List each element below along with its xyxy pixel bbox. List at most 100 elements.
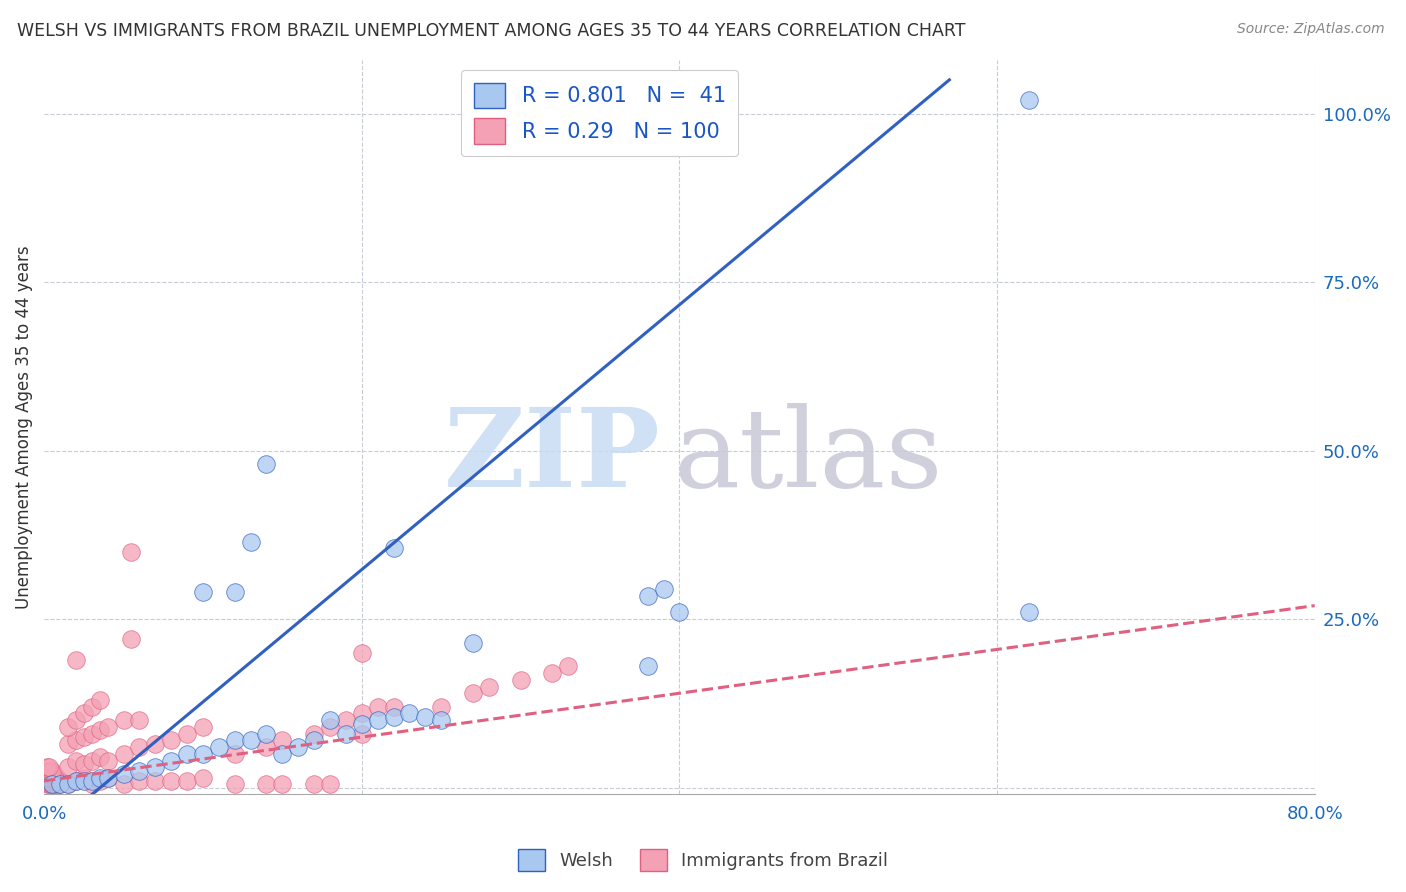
Point: [208, 740, 231, 755]
Point: [73, 730, 96, 744]
Point: [367, 713, 389, 727]
Point: [350, 716, 373, 731]
Point: [41, 777, 63, 791]
Point: [239, 534, 262, 549]
Point: [65, 733, 87, 747]
Point: [42, 777, 65, 791]
Point: [191, 720, 214, 734]
Point: [37, 777, 59, 791]
Point: [256, 740, 278, 755]
Point: [39, 771, 62, 785]
Point: [319, 720, 342, 734]
Point: [143, 737, 166, 751]
Point: [73, 771, 96, 785]
Point: [45, 771, 67, 785]
Point: [430, 713, 453, 727]
Point: [160, 754, 183, 768]
Point: [89, 723, 111, 738]
Point: [350, 706, 373, 721]
Point: [39, 773, 62, 788]
Point: [478, 680, 501, 694]
Point: [65, 652, 87, 666]
Point: [143, 773, 166, 788]
Point: [42, 771, 65, 785]
Point: [335, 727, 357, 741]
Point: [44, 771, 66, 785]
Point: [45, 777, 67, 791]
Point: [143, 760, 166, 774]
Point: [38, 777, 60, 791]
Point: [668, 606, 690, 620]
Point: [160, 773, 183, 788]
Point: [48, 777, 70, 791]
Point: [302, 727, 325, 741]
Point: [461, 636, 484, 650]
Point: [56, 737, 79, 751]
Point: [509, 673, 531, 687]
Point: [557, 659, 579, 673]
Point: [45, 773, 67, 788]
Y-axis label: Unemployment Among Ages 35 to 44 years: Unemployment Among Ages 35 to 44 years: [15, 245, 32, 609]
Point: [128, 764, 150, 778]
Point: [191, 747, 214, 761]
Point: [80, 699, 103, 714]
Point: [49, 777, 72, 791]
Point: [80, 754, 103, 768]
Point: [176, 773, 198, 788]
Point: [256, 727, 278, 741]
Point: [38, 764, 60, 778]
Point: [38, 771, 60, 785]
Point: [191, 585, 214, 599]
Point: [49, 773, 72, 788]
Text: atlas: atlas: [673, 403, 942, 510]
Point: [44, 773, 66, 788]
Point: [367, 699, 389, 714]
Point: [382, 699, 405, 714]
Point: [89, 771, 111, 785]
Point: [430, 699, 453, 714]
Point: [128, 773, 150, 788]
Point: [224, 585, 246, 599]
Point: [112, 777, 135, 791]
Point: [80, 777, 103, 791]
Point: [89, 750, 111, 764]
Point: [1018, 606, 1040, 620]
Point: [112, 767, 135, 781]
Point: [41, 773, 63, 788]
Point: [39, 767, 62, 781]
Point: [89, 773, 111, 788]
Point: [80, 773, 103, 788]
Point: [97, 754, 120, 768]
Point: [413, 710, 436, 724]
Point: [97, 771, 120, 785]
Point: [42, 773, 65, 788]
Point: [271, 747, 294, 761]
Point: [350, 727, 373, 741]
Text: ZIP: ZIP: [443, 403, 661, 510]
Point: [176, 747, 198, 761]
Point: [56, 720, 79, 734]
Point: [287, 740, 309, 755]
Point: [335, 713, 357, 727]
Point: [56, 777, 79, 791]
Point: [41, 764, 63, 778]
Point: [319, 713, 342, 727]
Point: [41, 777, 63, 791]
Point: [1018, 93, 1040, 107]
Point: [65, 713, 87, 727]
Point: [637, 659, 659, 673]
Point: [652, 582, 675, 596]
Point: [65, 773, 87, 788]
Point: [121, 632, 143, 647]
Point: [256, 777, 278, 791]
Point: [128, 740, 150, 755]
Point: [302, 733, 325, 747]
Point: [271, 733, 294, 747]
Point: [160, 733, 183, 747]
Point: [637, 589, 659, 603]
Point: [56, 760, 79, 774]
Point: [39, 777, 62, 791]
Point: [319, 777, 342, 791]
Point: [256, 457, 278, 471]
Point: [41, 771, 63, 785]
